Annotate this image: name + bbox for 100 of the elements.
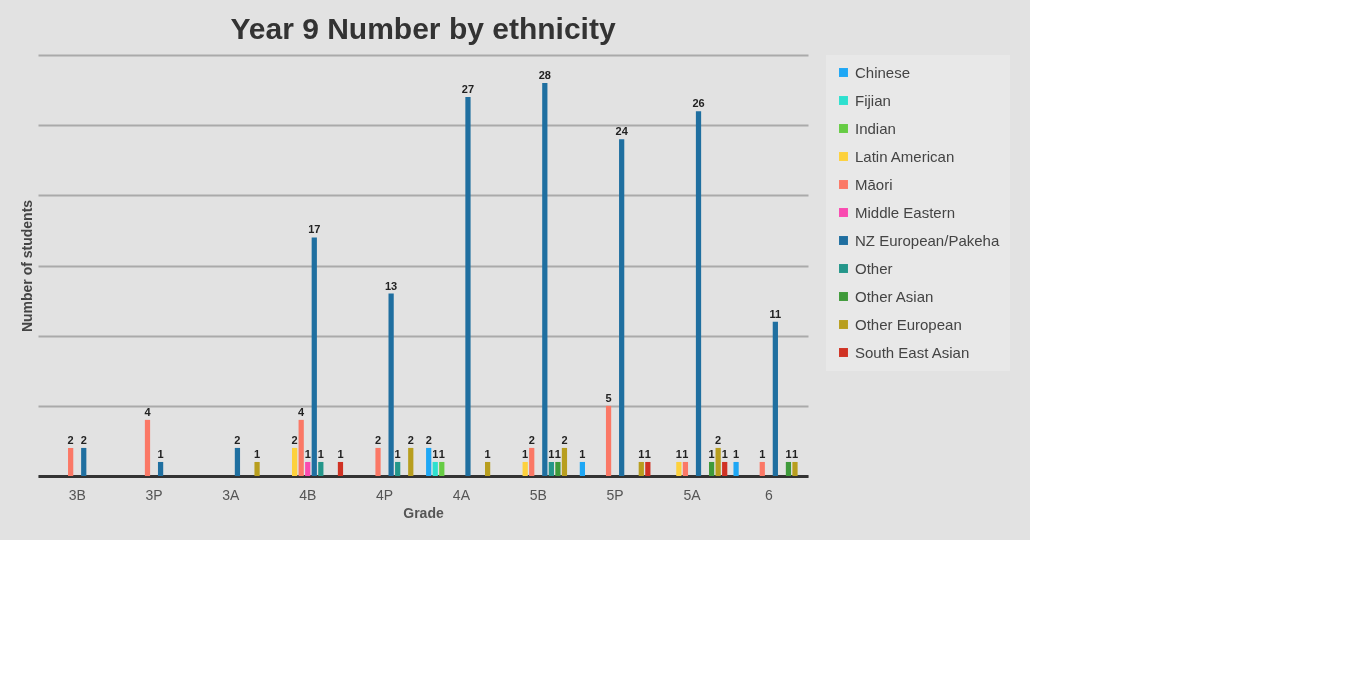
data-label: 2: [528, 433, 535, 446]
bar: [733, 461, 739, 476]
bar: [68, 447, 74, 476]
bar: [465, 97, 471, 476]
legend-label: Latin American: [855, 147, 955, 165]
bar: [318, 461, 324, 476]
data-label: 1: [675, 447, 682, 460]
data-label: 1: [638, 447, 645, 460]
x-tick-label: 3P: [145, 486, 163, 503]
bar: [645, 461, 651, 476]
data-label: 28: [538, 69, 551, 82]
legend-label: Middle Eastern: [855, 203, 956, 221]
x-tick-label: 6: [764, 486, 773, 503]
bar: [298, 419, 304, 476]
bar: [375, 447, 381, 476]
data-label: 1: [721, 447, 728, 460]
data-label: 1: [317, 447, 324, 460]
legend-label: NZ European/Pakeha: [855, 231, 1000, 249]
legend-label: Fijian: [855, 91, 891, 109]
data-label: 1: [579, 447, 586, 460]
legend-label: Indian: [855, 119, 896, 137]
chart-title: Year 9 Number by ethnicity: [230, 12, 616, 45]
y-axis-title: Number of students: [18, 199, 35, 333]
bar: [305, 461, 311, 476]
data-label: 1: [157, 447, 164, 460]
bar: [439, 461, 445, 476]
bar: [619, 139, 625, 476]
x-tick-label: 3A: [222, 486, 241, 503]
data-label: 24: [615, 125, 629, 138]
data-label: 1: [254, 447, 261, 460]
bar: [792, 461, 798, 476]
data-label: 2: [80, 433, 87, 446]
x-tick-label: 4A: [452, 486, 471, 503]
data-label: 1: [759, 447, 766, 460]
data-label: 2: [715, 433, 722, 446]
data-label: 26: [692, 97, 705, 110]
data-label: 1: [682, 447, 689, 460]
data-label: 5: [605, 391, 612, 404]
bar: [759, 461, 765, 476]
data-label: 1: [304, 447, 311, 460]
data-label: 27: [461, 83, 475, 96]
x-tick-label: 4P: [376, 486, 394, 503]
data-label: 1: [785, 447, 792, 460]
bar: [638, 461, 644, 476]
bar: [426, 447, 432, 476]
bar: [388, 293, 394, 476]
legend-label: Other Asian: [855, 287, 934, 305]
bar: [337, 461, 344, 476]
bar: [722, 461, 728, 476]
bar: [292, 447, 298, 476]
data-label: 1: [708, 447, 715, 460]
bar: [432, 461, 438, 476]
bar: [605, 405, 612, 476]
data-label: 4: [298, 405, 306, 418]
x-tick-label: 5P: [606, 486, 624, 503]
data-label: 2: [291, 433, 298, 446]
data-label: 1: [548, 447, 555, 460]
data-label: 1: [394, 447, 401, 460]
data-label: 1: [522, 447, 529, 460]
data-label: 2: [374, 433, 382, 446]
data-label: 1: [554, 447, 561, 460]
data-label: 13: [385, 279, 398, 292]
data-label: 2: [425, 433, 432, 446]
data-label: 2: [234, 433, 241, 446]
data-label: 1: [484, 447, 491, 460]
bar: [522, 461, 528, 476]
data-label: 11: [769, 307, 782, 320]
bar: [234, 447, 241, 476]
data-label: 1: [432, 447, 439, 460]
data-label: 1: [791, 447, 799, 460]
bar: [682, 461, 689, 476]
bar: [561, 447, 568, 476]
bar: [157, 461, 164, 476]
bar: [708, 461, 715, 476]
bar: [715, 447, 721, 476]
data-label: 1: [644, 447, 651, 460]
legend-label: Chinese: [855, 63, 911, 81]
x-tick-label: 5B: [529, 486, 547, 503]
x-tick-label: 3B: [68, 486, 86, 503]
bar: [579, 461, 585, 476]
bar: [529, 447, 535, 476]
bar: [548, 461, 554, 476]
x-tick-label: 5A: [683, 486, 702, 503]
data-label: 4: [144, 405, 152, 418]
bar: [144, 419, 151, 476]
bar: [772, 321, 778, 476]
legend-label: Other: [855, 259, 893, 277]
x-tick-label: 4B: [299, 486, 317, 503]
bar: [676, 461, 682, 476]
bar: [254, 461, 260, 476]
bar: [395, 461, 401, 476]
data-label: 1: [337, 447, 344, 460]
x-axis-title: Grade: [403, 504, 444, 521]
bar: [81, 447, 87, 476]
bar: [785, 461, 792, 476]
bar: [555, 461, 561, 476]
bar: [311, 237, 317, 476]
bar: [695, 111, 702, 476]
legend-label: South East Asian: [855, 343, 970, 361]
bar: [408, 447, 414, 476]
